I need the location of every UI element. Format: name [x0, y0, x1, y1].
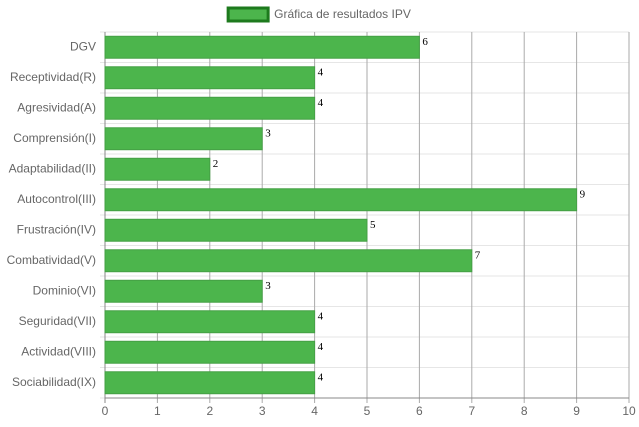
y-tick-label: Seguridad(VII)	[19, 314, 96, 328]
y-tick-label: Adaptabilidad(II)	[9, 161, 96, 175]
data-label: 9	[580, 188, 586, 200]
x-tick-label: 8	[521, 404, 528, 418]
data-label: 5	[370, 219, 376, 231]
data-label: 4	[318, 66, 324, 78]
y-tick-label: Frustración(IV)	[17, 222, 96, 236]
y-tick-label: Actividad(VIII)	[21, 344, 96, 358]
data-label: 4	[318, 310, 324, 322]
y-tick-label: Combatividad(V)	[7, 253, 96, 267]
legend-label: Gráfica de resultados IPV	[274, 7, 411, 21]
bar	[104, 310, 316, 334]
bar	[104, 249, 473, 273]
data-label: 2	[213, 158, 219, 170]
bar	[104, 188, 578, 212]
x-tick-label: 9	[573, 404, 580, 418]
bar	[104, 35, 420, 59]
legend-swatch	[226, 6, 270, 23]
data-label: 6	[422, 36, 428, 48]
data-label: 3	[265, 127, 271, 139]
bar	[104, 279, 263, 303]
y-tick-label: Agresividad(A)	[17, 100, 96, 114]
x-tick-label: 6	[416, 404, 423, 418]
bar	[104, 371, 316, 395]
x-tick-label: 0	[102, 404, 109, 418]
bar	[104, 218, 368, 242]
y-tick-label: Autocontrol(III)	[17, 192, 96, 206]
data-label: 3	[265, 280, 271, 292]
x-tick-label: 1	[154, 404, 161, 418]
bar	[104, 96, 316, 120]
data-label: 7	[475, 249, 481, 261]
x-tick-label: 10	[622, 404, 636, 418]
x-tick-label: 4	[311, 404, 318, 418]
y-tick-label: Comprensión(I)	[13, 131, 96, 145]
data-label: 4	[318, 97, 324, 109]
x-tick-label: 2	[206, 404, 213, 418]
bar	[104, 157, 211, 181]
y-tick-label: Receptividad(R)	[10, 70, 96, 84]
bar	[104, 127, 263, 151]
bar	[104, 66, 316, 90]
x-tick-label: 7	[468, 404, 475, 418]
data-label: 4	[318, 341, 324, 353]
y-tick-label: Dominio(VI)	[33, 283, 96, 297]
bar	[104, 340, 316, 364]
y-tick-label: Sociabilidad(IX)	[12, 375, 96, 389]
x-tick-label: 3	[259, 404, 266, 418]
data-label: 4	[318, 371, 324, 383]
y-tick-label: DGV	[70, 39, 96, 53]
x-tick-label: 5	[364, 404, 371, 418]
